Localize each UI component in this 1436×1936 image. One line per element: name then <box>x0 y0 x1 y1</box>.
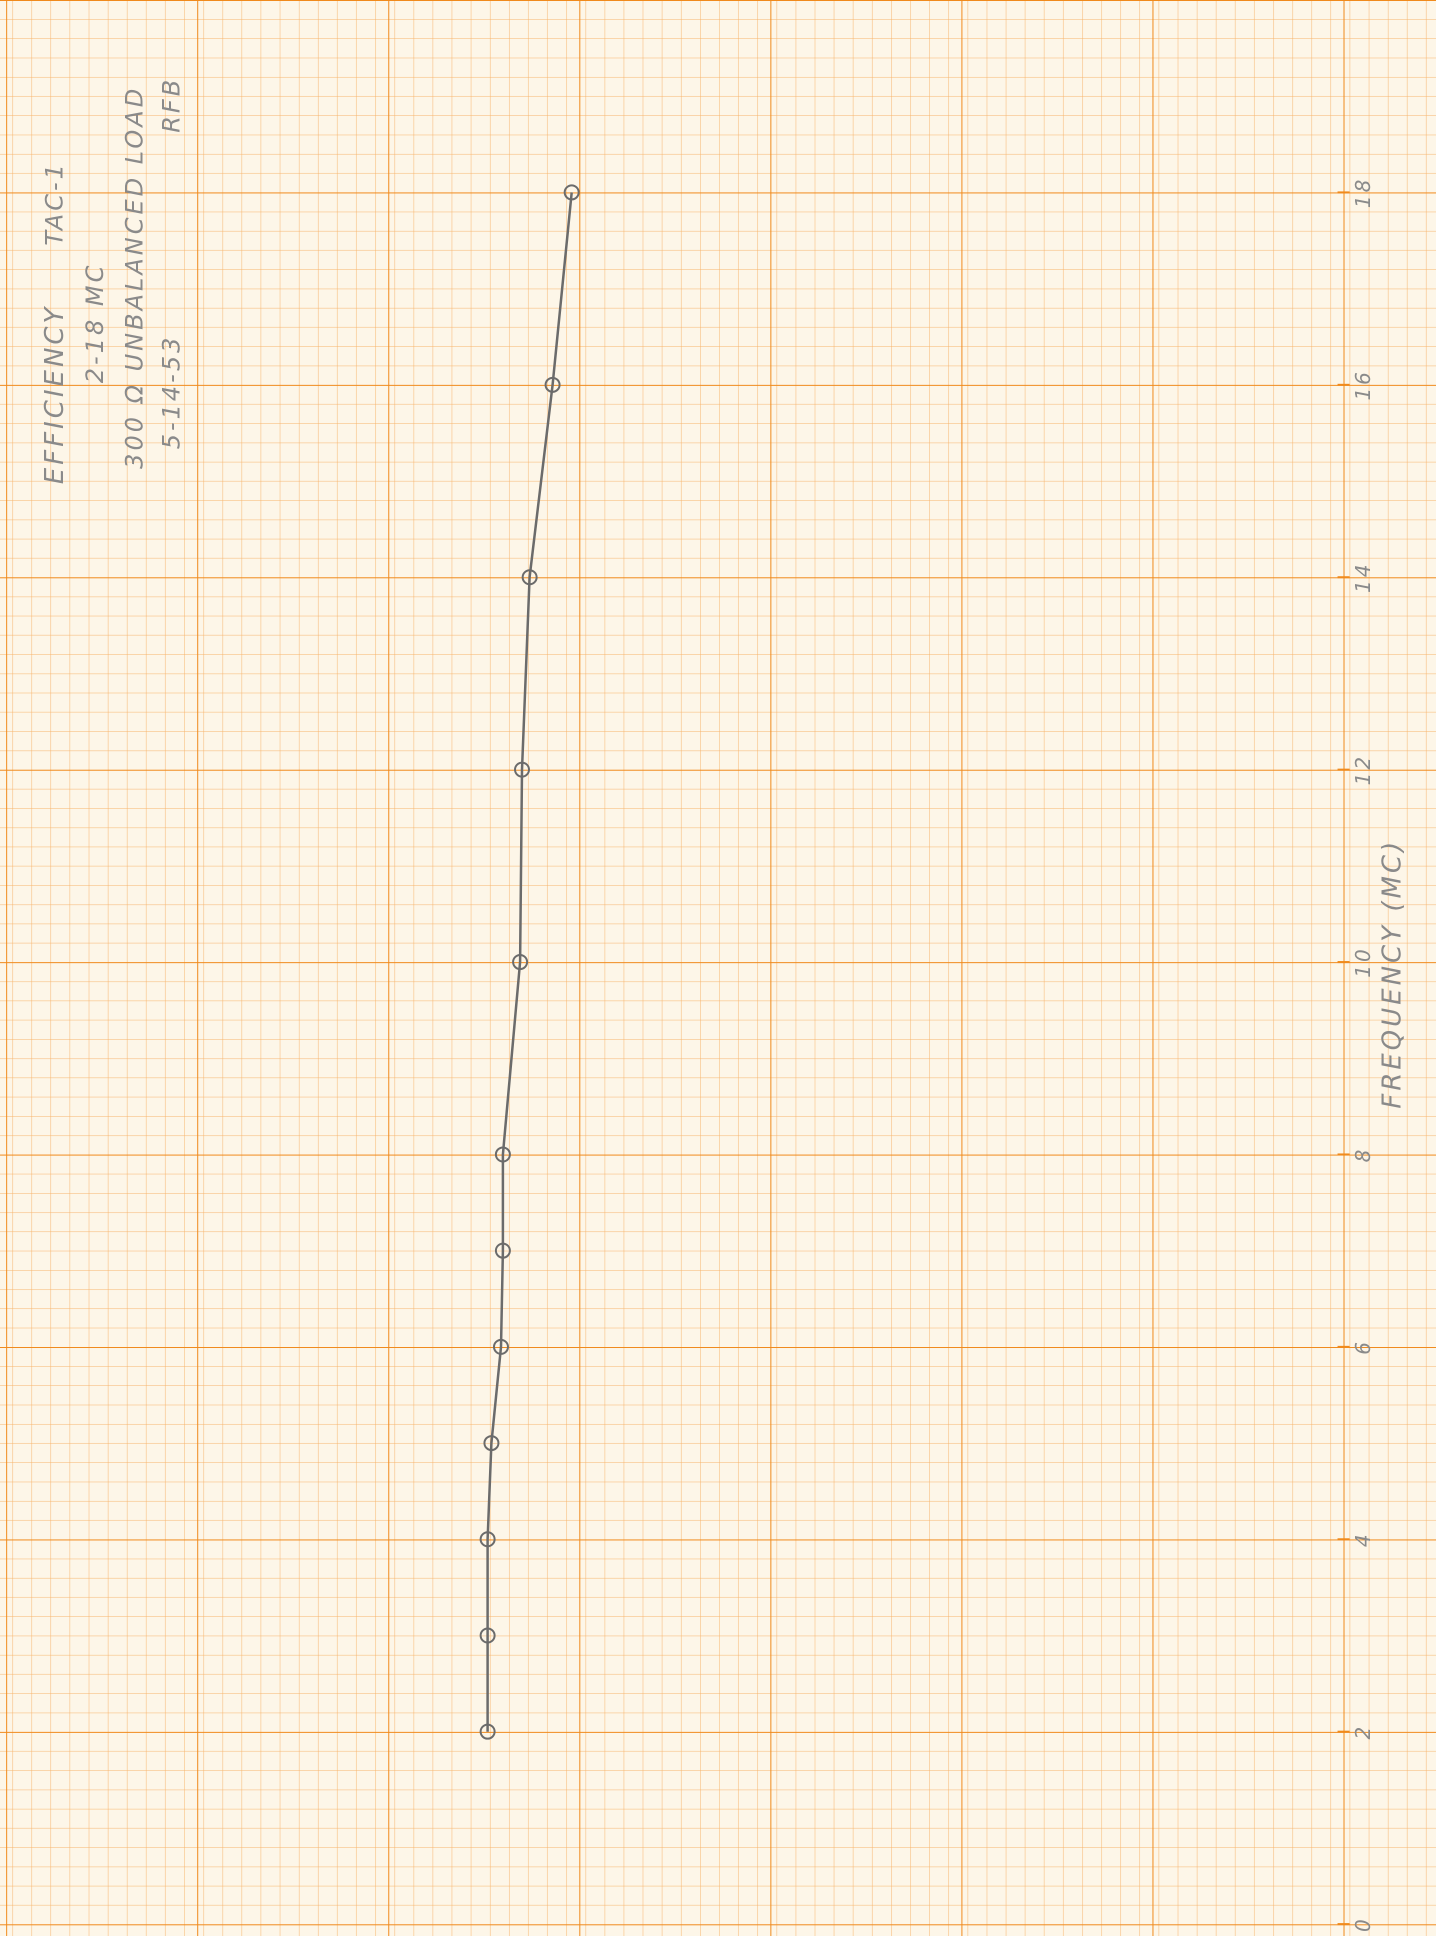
annotation: TAC-1 <box>40 161 68 246</box>
x-tick-label: 18 <box>1351 177 1375 208</box>
x-tick-label: 2 <box>1351 1724 1375 1740</box>
annotation: 300 Ω UNBALANCED LOAD <box>121 86 149 469</box>
x-axis-label: FREQUENCY (MC) <box>1377 839 1407 1109</box>
x-tick-label: 14 <box>1351 562 1375 593</box>
annotation: 5-14-53 <box>158 335 186 450</box>
x-tick-label: 6 <box>1351 1339 1375 1355</box>
chart-title: EFFICIENCY <box>40 305 70 485</box>
x-tick-label: 10 <box>1351 946 1375 977</box>
x-tick-label: 12 <box>1351 754 1375 785</box>
chart: EFFICIENCY TAC-1 2-18 MC 300 Ω UNBALANCED L… <box>0 0 1436 1936</box>
x-tick-label: 16 <box>1351 369 1375 400</box>
page: EFFICIENCY TAC-1 2-18 MC 300 Ω UNBALANCED L… <box>0 0 1436 1936</box>
x-tick-label: 4 <box>1351 1531 1375 1547</box>
x-tick-label: 8 <box>1351 1147 1375 1163</box>
x-tick-label: 0 <box>1351 1916 1375 1932</box>
annotation: RFB <box>158 77 186 133</box>
annotation: 2-18 MC <box>81 263 109 384</box>
grid-paper <box>0 0 1436 1936</box>
